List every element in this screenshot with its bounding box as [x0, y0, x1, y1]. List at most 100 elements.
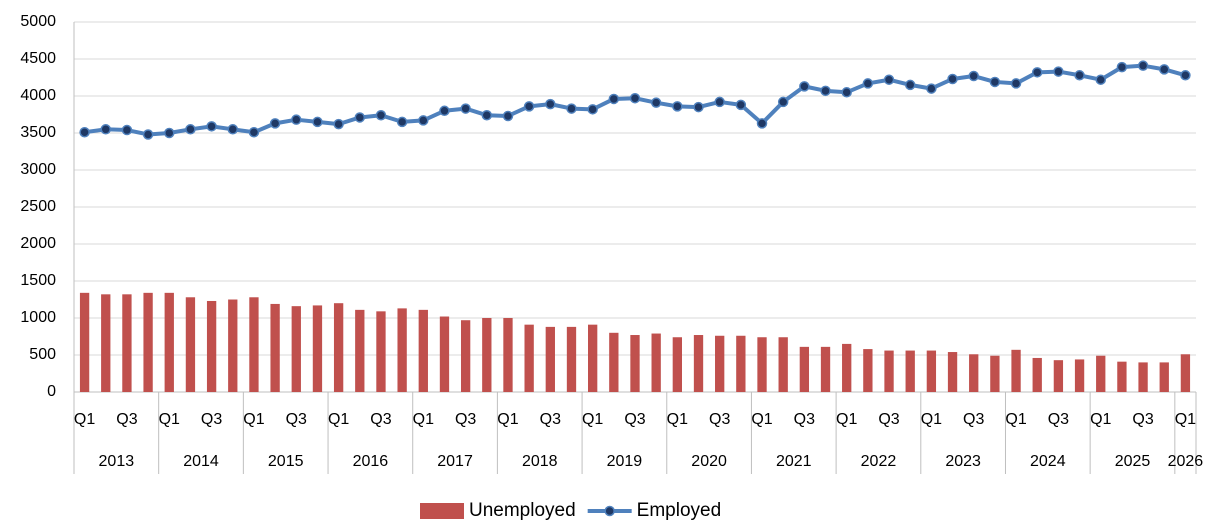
x-tick-label: Q1	[1005, 411, 1026, 428]
marker	[1074, 70, 1085, 81]
bar	[143, 292, 153, 392]
marker	[735, 99, 747, 111]
year-label: 2026	[1168, 453, 1204, 470]
bar	[905, 350, 915, 392]
bar	[715, 335, 725, 392]
marker	[354, 112, 366, 123]
bar	[460, 320, 471, 392]
bar	[990, 355, 1000, 392]
bar	[778, 337, 788, 392]
marker	[291, 114, 302, 125]
x-tick-label: Q3	[878, 411, 899, 428]
bar	[863, 349, 873, 392]
marker	[1137, 60, 1149, 71]
year-label: 2021	[776, 453, 812, 470]
marker	[333, 118, 344, 130]
marker	[545, 98, 556, 110]
x-tick-label: Q1	[836, 411, 857, 428]
y-tick-label: 1000	[20, 309, 56, 326]
marker	[100, 124, 112, 135]
x-tick-label: Q1	[413, 411, 434, 428]
year-label: 2022	[861, 453, 897, 470]
x-tick-label: Q3	[116, 411, 137, 428]
bar	[79, 292, 90, 392]
bar	[1074, 359, 1085, 392]
marker	[185, 124, 196, 135]
y-tick-label: 2500	[20, 198, 56, 215]
marker	[502, 110, 514, 122]
marker	[481, 109, 493, 121]
bar	[630, 335, 640, 392]
bar	[609, 332, 619, 392]
legend-label: Employed	[637, 500, 722, 521]
y-tick-label: 1500	[20, 272, 56, 289]
bar	[566, 326, 577, 392]
marker	[693, 101, 704, 113]
year-label: 2020	[691, 453, 727, 470]
year-label: 2018	[522, 453, 558, 470]
x-tick-label: Q1	[1175, 411, 1196, 428]
x-tick-label: Q1	[159, 411, 180, 428]
marker	[904, 79, 916, 91]
marker	[587, 104, 598, 115]
marker	[164, 127, 175, 139]
x-tick-label: Q3	[963, 411, 984, 428]
bar	[333, 303, 344, 392]
marker	[714, 96, 725, 108]
marker	[629, 92, 641, 104]
bar	[1032, 357, 1042, 392]
bar	[969, 354, 979, 392]
x-tick-label: Q1	[667, 411, 688, 428]
marker	[1031, 67, 1043, 78]
marker	[989, 76, 1001, 88]
year-label: 2015	[268, 453, 304, 470]
x-tick-label: Q1	[328, 411, 349, 428]
bar	[1138, 362, 1148, 392]
bar	[736, 335, 746, 392]
y-tick-label: 4500	[20, 50, 56, 67]
marker	[269, 118, 281, 129]
bar	[588, 324, 598, 392]
marker	[926, 83, 937, 94]
marker	[1116, 61, 1128, 73]
marker	[1158, 64, 1170, 75]
marker	[121, 124, 133, 136]
year-label: 2017	[437, 453, 473, 470]
marker	[672, 101, 683, 112]
legend-swatch	[420, 503, 464, 519]
marker	[841, 87, 852, 98]
marker	[1180, 70, 1191, 81]
marker	[375, 109, 387, 121]
x-tick-label: Q1	[921, 411, 942, 428]
year-label: 2024	[1030, 453, 1066, 470]
bar	[947, 352, 958, 392]
bar	[249, 297, 259, 392]
bar	[1011, 349, 1021, 392]
bar	[355, 309, 365, 392]
year-label: 2023	[945, 453, 981, 470]
year-label: 2014	[183, 453, 219, 470]
y-tick-label: 3500	[20, 124, 56, 141]
marker	[460, 103, 471, 114]
y-tick-label: 4000	[20, 87, 56, 104]
x-tick-label: Q3	[1132, 411, 1153, 428]
bar	[672, 337, 682, 392]
bar	[503, 318, 513, 392]
y-tick-label: 0	[47, 383, 56, 400]
bar	[651, 333, 661, 392]
marker	[1010, 78, 1022, 89]
x-tick-label: Q1	[497, 411, 518, 428]
marker	[756, 118, 768, 129]
marker	[439, 105, 450, 117]
bar	[228, 299, 238, 392]
bar	[185, 297, 196, 392]
x-tick-label: Q3	[794, 411, 815, 428]
y-tick-label: 500	[29, 346, 56, 363]
x-tick-label: Q3	[624, 411, 645, 428]
marker	[862, 78, 874, 89]
bar	[1096, 355, 1106, 392]
marker	[396, 116, 408, 128]
marker	[523, 101, 535, 112]
y-tick-label: 2000	[20, 235, 56, 252]
bar	[482, 318, 492, 392]
